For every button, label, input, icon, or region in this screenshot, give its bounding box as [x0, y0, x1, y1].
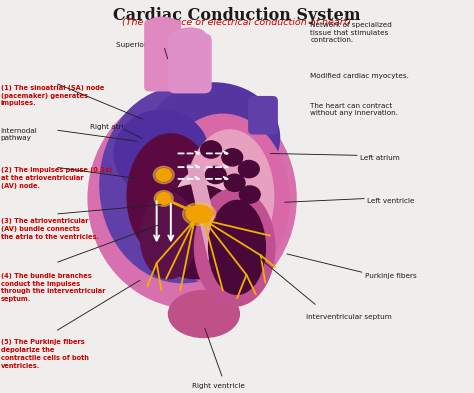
Ellipse shape: [182, 203, 216, 226]
Ellipse shape: [147, 185, 246, 279]
Circle shape: [155, 191, 173, 206]
Text: (2) The impulses pause (0.1s)
at the atrioventricular
(AV) node.: (2) The impulses pause (0.1s) at the atr…: [0, 167, 112, 189]
Ellipse shape: [100, 87, 265, 283]
Ellipse shape: [166, 107, 289, 248]
Circle shape: [238, 160, 259, 178]
Text: (3) The atrioventricular
(AV) bundle connects
the atria to the ventricles.: (3) The atrioventricular (AV) bundle con…: [0, 218, 99, 240]
Text: (The sequence of electrical conduction of heart): (The sequence of electrical conduction o…: [122, 18, 352, 28]
Text: Right atrium: Right atrium: [91, 124, 136, 130]
FancyBboxPatch shape: [145, 20, 180, 91]
Ellipse shape: [175, 169, 237, 232]
FancyBboxPatch shape: [168, 34, 211, 93]
Ellipse shape: [149, 17, 175, 27]
Text: (5) The Purkinje fibers
depolarize the
contractile cells of both
ventricles.: (5) The Purkinje fibers depolarize the c…: [0, 340, 89, 369]
Ellipse shape: [194, 189, 275, 306]
Text: Superior vena cava: Superior vena cava: [117, 42, 186, 48]
Text: Interventricular septum: Interventricular septum: [306, 314, 391, 320]
Ellipse shape: [140, 193, 197, 279]
FancyBboxPatch shape: [249, 97, 277, 134]
Text: Left ventricle: Left ventricle: [367, 198, 414, 204]
Polygon shape: [187, 165, 223, 259]
Ellipse shape: [114, 110, 209, 196]
Circle shape: [239, 186, 260, 203]
Text: Modified cardiac myocytes.: Modified cardiac myocytes.: [310, 73, 409, 79]
Circle shape: [156, 193, 171, 204]
Ellipse shape: [147, 83, 280, 193]
Ellipse shape: [174, 28, 205, 40]
Circle shape: [201, 141, 221, 158]
Text: Cardiac Conduction System: Cardiac Conduction System: [113, 7, 361, 24]
Text: Network of specialized
tissue that stimulates
contraction.: Network of specialized tissue that stimu…: [310, 22, 392, 43]
Ellipse shape: [209, 200, 265, 294]
Circle shape: [156, 169, 171, 181]
Ellipse shape: [127, 134, 215, 259]
Ellipse shape: [186, 130, 273, 263]
Circle shape: [222, 149, 243, 166]
Text: Right ventricle: Right ventricle: [192, 382, 245, 389]
Ellipse shape: [156, 114, 289, 286]
Ellipse shape: [186, 205, 212, 223]
Circle shape: [205, 166, 226, 184]
Text: (1) The sinoatrial (SA) node
(pacemaker) generates
impulses.: (1) The sinoatrial (SA) node (pacemaker)…: [0, 85, 104, 107]
Ellipse shape: [168, 290, 239, 338]
Text: Left atrium: Left atrium: [360, 155, 400, 162]
Circle shape: [154, 166, 174, 184]
Text: Purkinje fibers: Purkinje fibers: [365, 273, 416, 279]
Text: The heart can contract
without any innervation.: The heart can contract without any inner…: [310, 103, 398, 116]
Circle shape: [224, 174, 245, 191]
Ellipse shape: [88, 89, 296, 308]
Text: Internodal
pathway: Internodal pathway: [0, 128, 37, 141]
Text: (4) The bundle branches
conduct the impulses
through the interventricular
septum: (4) The bundle branches conduct the impu…: [0, 273, 105, 302]
